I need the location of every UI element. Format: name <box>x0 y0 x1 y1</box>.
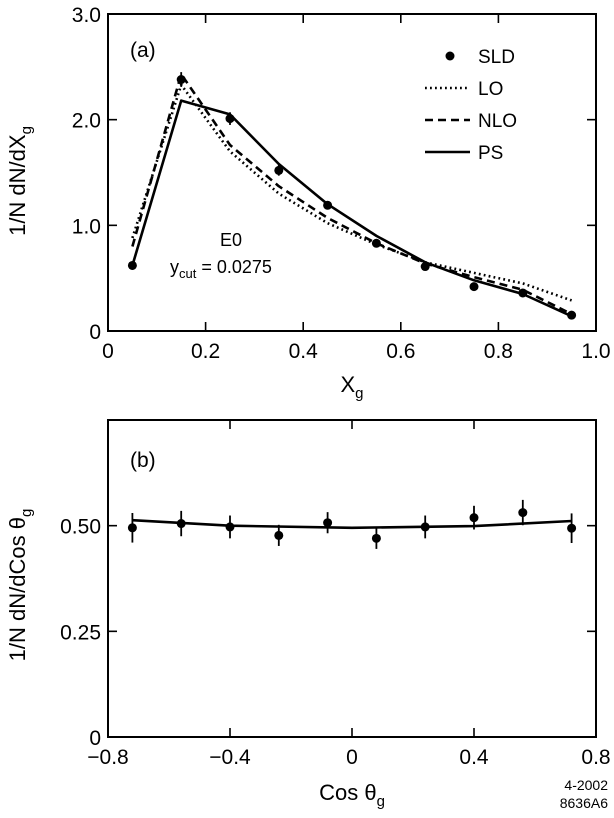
x-tick-label: 0 <box>346 746 358 769</box>
sld-point <box>518 508 528 518</box>
sld-point <box>371 238 381 248</box>
sld-point <box>420 262 430 272</box>
sld-point <box>567 310 577 320</box>
panel-a-curves <box>131 72 573 318</box>
sld-point <box>420 522 430 532</box>
sld-point <box>323 200 333 210</box>
panel-b-x-axis-label: Cos θg <box>319 780 385 810</box>
sld-point <box>469 513 479 523</box>
panel-b-xlabel-main: Cos θ <box>319 780 376 805</box>
footer-date: 4-2002 <box>564 777 608 793</box>
panel-a-x-axis-label: Xg <box>340 372 363 402</box>
y-tick-label: 3.0 <box>72 4 101 27</box>
x-tick-label: −0.8 <box>87 746 128 769</box>
panel-b-ticks: −0.8 −0.4 0 0.4 0.8 0 0.25 0.50 <box>60 420 611 769</box>
sld-point <box>371 533 381 543</box>
legend-label-nlo: NLO <box>478 111 517 132</box>
panel-a-ylabel-main: 1/N dN/dX <box>5 134 30 236</box>
annotation-e0: E0 <box>220 230 242 250</box>
panel-b-xlabel-sub: g <box>377 793 385 810</box>
sld-point <box>127 523 137 533</box>
x-tick-label: 0.8 <box>484 340 513 363</box>
x-tick-label: 0.8 <box>581 746 610 769</box>
panel-b-curves <box>132 518 572 530</box>
ycut-value: = 0.0275 <box>196 257 272 277</box>
y-tick-label: 1.0 <box>72 215 101 238</box>
panel-b-y-axis-label: 1/N dN/dCos θg <box>5 509 35 662</box>
legend-marker-sld <box>445 51 455 61</box>
sld-point <box>127 260 137 270</box>
sld-point <box>274 165 284 175</box>
y-tick-label: 0 <box>89 727 101 750</box>
x-tick-label: −0.4 <box>209 746 251 769</box>
panel-b-frame <box>107 419 597 738</box>
panel-a-frame <box>107 13 597 332</box>
sld-point <box>469 282 479 292</box>
sld-point <box>518 288 528 298</box>
sld-point <box>225 114 235 124</box>
panel-b-label: (b) <box>130 449 156 472</box>
y-tick-label: 0 <box>89 321 101 344</box>
sld-point <box>323 518 333 528</box>
ycut-sub: cut <box>179 266 197 281</box>
x-tick-label: 0.4 <box>289 340 319 363</box>
panel-b: −0.8 −0.4 0 0.4 0.8 0 0.25 0.50 (b) 1/N dN/dCos… <box>5 419 611 810</box>
x-tick-label: 0.6 <box>386 340 415 363</box>
y-tick-label: 0.50 <box>60 516 101 539</box>
panel-a-y-axis-label: 1/N dN/dXg <box>5 126 35 236</box>
annotation-ycut: ycut = 0.0275 <box>170 257 272 281</box>
ycut-y: y <box>170 257 179 277</box>
x-tick-label: 0.2 <box>191 340 220 363</box>
sld-point <box>176 519 186 529</box>
panel-a-points <box>127 72 577 320</box>
panel-b-points <box>127 499 577 549</box>
series-lo-line <box>131 83 573 302</box>
footer-code: 8636A6 <box>560 795 608 811</box>
panel-b-ylabel-main: 1/N dN/dCos θ <box>5 517 30 661</box>
panel-a-xlabel-sub: g <box>355 385 363 402</box>
panel-a-xlabel-main: X <box>340 372 355 397</box>
sld-point <box>176 75 186 85</box>
series-ps-line <box>131 99 573 318</box>
legend-label-ps: PS <box>478 143 503 164</box>
x-tick-label: 0.4 <box>459 746 489 769</box>
y-tick-label: 2.0 <box>72 110 101 133</box>
panel-a-label: (a) <box>130 39 156 62</box>
sld-point <box>225 522 235 532</box>
series-nlo-line <box>131 72 573 316</box>
sld-point <box>567 523 577 533</box>
legend-label-sld: SLD <box>478 47 515 68</box>
panel-a-ylabel-sub: g <box>18 126 35 134</box>
panel-b-ylabel-sub: g <box>18 509 35 517</box>
x-tick-label: 1.0 <box>581 340 610 363</box>
legend-label-lo: LO <box>478 79 503 100</box>
panel-a-annotation: E0 ycut = 0.0275 <box>170 230 272 281</box>
sld-point <box>274 530 284 540</box>
panel-a-ticks: 0 0.2 0.4 0.6 0.8 1.0 0 1.0 2.0 3.0 <box>72 4 611 363</box>
legend: SLD LO NLO PS <box>425 47 517 164</box>
y-tick-label: 0.25 <box>60 621 101 644</box>
panel-a: 0 0.2 0.4 0.6 0.8 1.0 0 1.0 2.0 3.0 (a) E0 ycut =… <box>5 4 611 402</box>
series-ps-line <box>132 518 572 530</box>
x-tick-label: 0 <box>102 340 114 363</box>
